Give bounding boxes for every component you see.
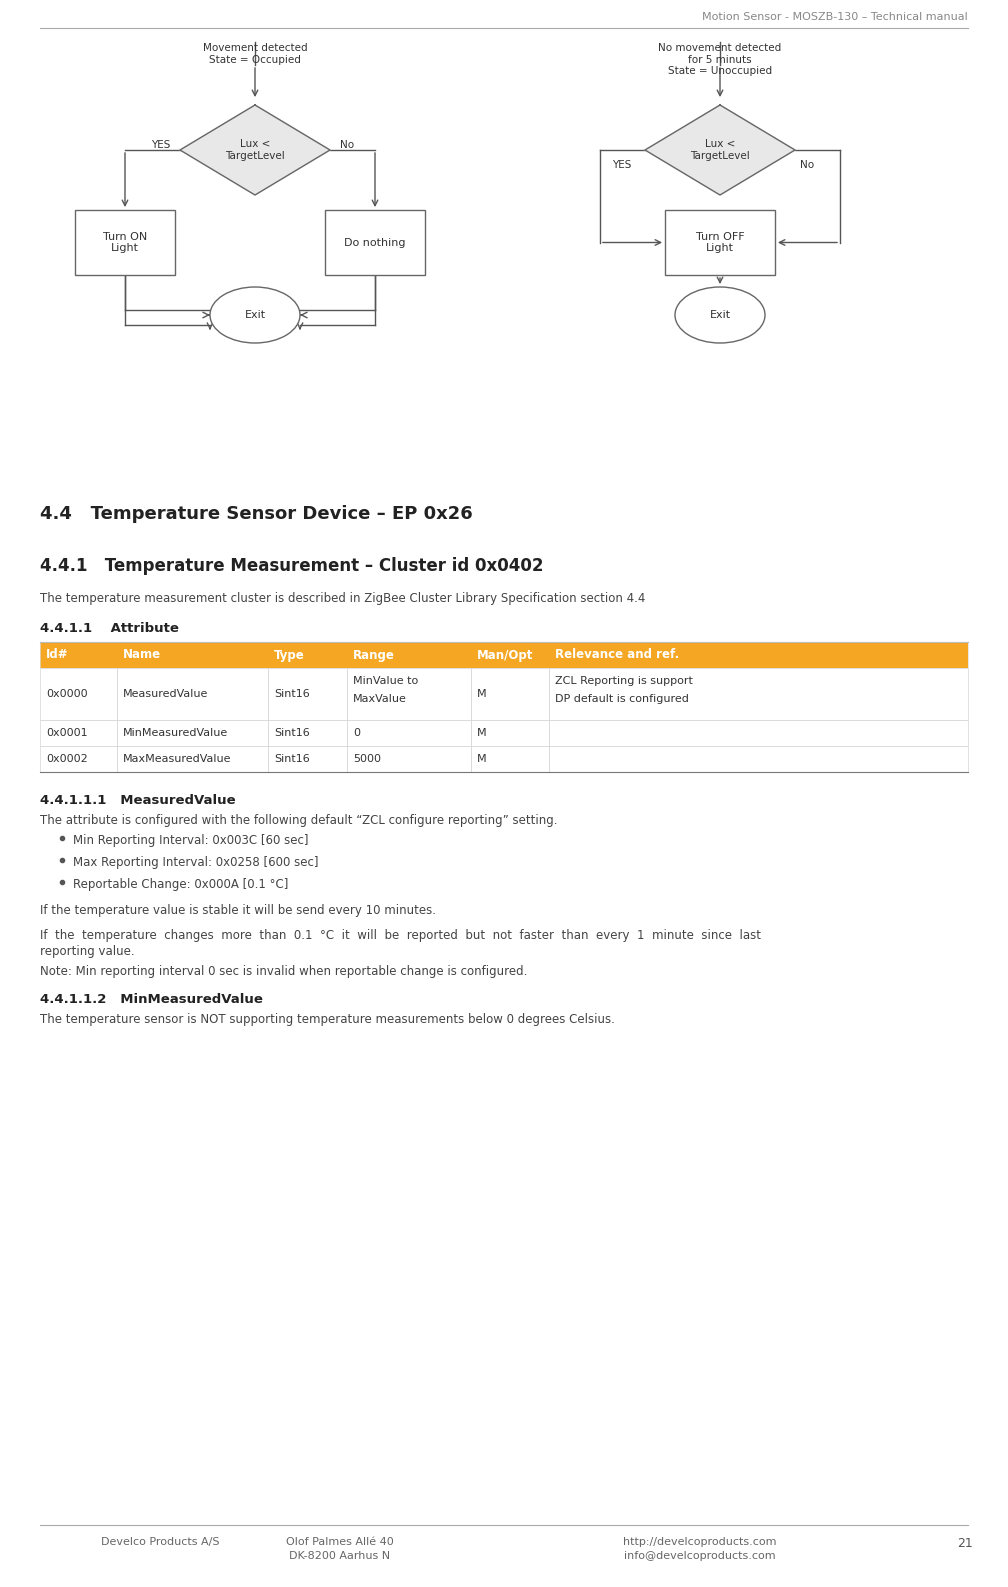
Text: 4.4.1.1.1   MeasuredValue: 4.4.1.1.1 MeasuredValue <box>40 794 236 808</box>
Text: Exit: Exit <box>710 309 731 321</box>
Bar <box>549 668 968 720</box>
Ellipse shape <box>210 287 300 343</box>
Bar <box>268 643 347 668</box>
Text: No: No <box>800 160 814 170</box>
Text: Develco Products A/S: Develco Products A/S <box>101 1536 220 1547</box>
Text: Do nothing: Do nothing <box>345 238 406 248</box>
Bar <box>471 720 549 746</box>
Text: YES: YES <box>150 140 170 151</box>
Text: MaxValue: MaxValue <box>353 694 407 705</box>
Bar <box>40 643 968 668</box>
Text: Sint16: Sint16 <box>274 689 310 698</box>
Text: If  the  temperature  changes  more  than  0.1  °C  it  will  be  reported  but : If the temperature changes more than 0.1… <box>40 928 761 943</box>
Text: DK-8200 Aarhus N: DK-8200 Aarhus N <box>289 1550 390 1562</box>
Text: Note: Min reporting interval 0 sec is invalid when reportable change is configur: Note: Min reporting interval 0 sec is in… <box>40 965 527 978</box>
Bar <box>549 643 968 668</box>
Text: M: M <box>477 754 486 763</box>
Bar <box>268 668 347 720</box>
Text: Turn OFF
Light: Turn OFF Light <box>696 232 744 254</box>
Text: The temperature measurement cluster is described in ZigBee Cluster Library Speci: The temperature measurement cluster is d… <box>40 592 645 605</box>
Bar <box>347 720 471 746</box>
Bar <box>347 668 471 720</box>
Text: Man/Opt: Man/Opt <box>477 649 533 662</box>
Bar <box>471 668 549 720</box>
Text: Sint16: Sint16 <box>274 728 310 738</box>
Text: 0x0002: 0x0002 <box>46 754 88 763</box>
Text: Min Reporting Interval: 0x003C [60 sec]: Min Reporting Interval: 0x003C [60 sec] <box>73 835 308 847</box>
Text: Turn ON
Light: Turn ON Light <box>103 232 147 254</box>
Text: Name: Name <box>123 649 161 662</box>
Bar <box>347 643 471 668</box>
Text: Relevance and ref.: Relevance and ref. <box>555 649 679 662</box>
Bar <box>268 720 347 746</box>
Text: MaxMeasuredValue: MaxMeasuredValue <box>123 754 232 763</box>
Text: Range: Range <box>353 649 395 662</box>
Bar <box>40 720 117 746</box>
Text: MeasuredValue: MeasuredValue <box>123 689 209 698</box>
Bar <box>549 720 968 746</box>
Bar <box>325 209 425 275</box>
Text: ZCL Reporting is support: ZCL Reporting is support <box>555 676 694 686</box>
Text: 21: 21 <box>958 1536 973 1550</box>
Bar <box>347 746 471 771</box>
Text: Type: Type <box>274 649 305 662</box>
Text: 0x0000: 0x0000 <box>46 689 88 698</box>
Text: The attribute is configured with the following default “ZCL configure reporting”: The attribute is configured with the fol… <box>40 814 557 827</box>
Text: The temperature sensor is NOT supporting temperature measurements below 0 degree: The temperature sensor is NOT supporting… <box>40 1013 615 1027</box>
Text: MinMeasuredValue: MinMeasuredValue <box>123 728 228 738</box>
Text: Exit: Exit <box>244 309 265 321</box>
Text: Olof Palmes Allé 40: Olof Palmes Allé 40 <box>286 1536 394 1547</box>
Text: 4.4.1.1    Attribute: 4.4.1.1 Attribute <box>40 622 178 635</box>
Bar <box>471 746 549 771</box>
Text: Lux <
TargetLevel: Lux < TargetLevel <box>690 140 750 160</box>
Text: YES: YES <box>612 160 631 170</box>
Bar <box>117 643 268 668</box>
Text: 4.4   Temperature Sensor Device – EP 0x26: 4.4 Temperature Sensor Device – EP 0x26 <box>40 505 473 524</box>
Bar <box>549 746 968 771</box>
Bar <box>471 643 549 668</box>
Bar <box>40 668 117 720</box>
Text: M: M <box>477 728 486 738</box>
Text: Max Reporting Interval: 0x0258 [600 sec]: Max Reporting Interval: 0x0258 [600 sec] <box>73 855 319 870</box>
Bar <box>40 746 117 771</box>
Text: If the temperature value is stable it will be send every 10 minutes.: If the temperature value is stable it wi… <box>40 905 436 917</box>
Bar <box>40 643 117 668</box>
Bar <box>117 746 268 771</box>
Text: No movement detected
for 5 minuts
State = Unoccupied: No movement detected for 5 minuts State … <box>658 43 781 76</box>
Text: Reportable Change: 0x000A [0.1 °C]: Reportable Change: 0x000A [0.1 °C] <box>73 878 288 890</box>
Polygon shape <box>645 105 795 195</box>
Text: M: M <box>477 689 486 698</box>
Text: http://develcoproducts.com: http://develcoproducts.com <box>623 1536 777 1547</box>
Text: DP default is configured: DP default is configured <box>555 694 689 705</box>
Text: MinValue to: MinValue to <box>353 676 418 686</box>
Text: 4.4.1   Temperature Measurement – Cluster id 0x0402: 4.4.1 Temperature Measurement – Cluster … <box>40 557 543 574</box>
Bar <box>665 209 775 275</box>
Bar <box>117 668 268 720</box>
Text: Id#: Id# <box>46 649 69 662</box>
Text: Lux <
TargetLevel: Lux < TargetLevel <box>225 140 285 160</box>
Text: No: No <box>340 140 354 151</box>
Bar <box>117 720 268 746</box>
Bar <box>75 209 175 275</box>
Text: 5000: 5000 <box>353 754 381 763</box>
Bar <box>268 746 347 771</box>
Text: 0x0001: 0x0001 <box>46 728 88 738</box>
Text: 0: 0 <box>353 728 360 738</box>
Text: Movement detected
State = Occupied: Movement detected State = Occupied <box>203 43 307 65</box>
Text: 4.4.1.1.2   MinMeasuredValue: 4.4.1.1.2 MinMeasuredValue <box>40 993 263 1006</box>
Text: reporting value.: reporting value. <box>40 944 135 959</box>
Text: Motion Sensor - MOSZB-130 – Technical manual: Motion Sensor - MOSZB-130 – Technical ma… <box>703 13 968 22</box>
Text: Sint16: Sint16 <box>274 754 310 763</box>
Polygon shape <box>180 105 330 195</box>
Text: info@develcoproducts.com: info@develcoproducts.com <box>624 1550 776 1562</box>
Ellipse shape <box>675 287 765 343</box>
